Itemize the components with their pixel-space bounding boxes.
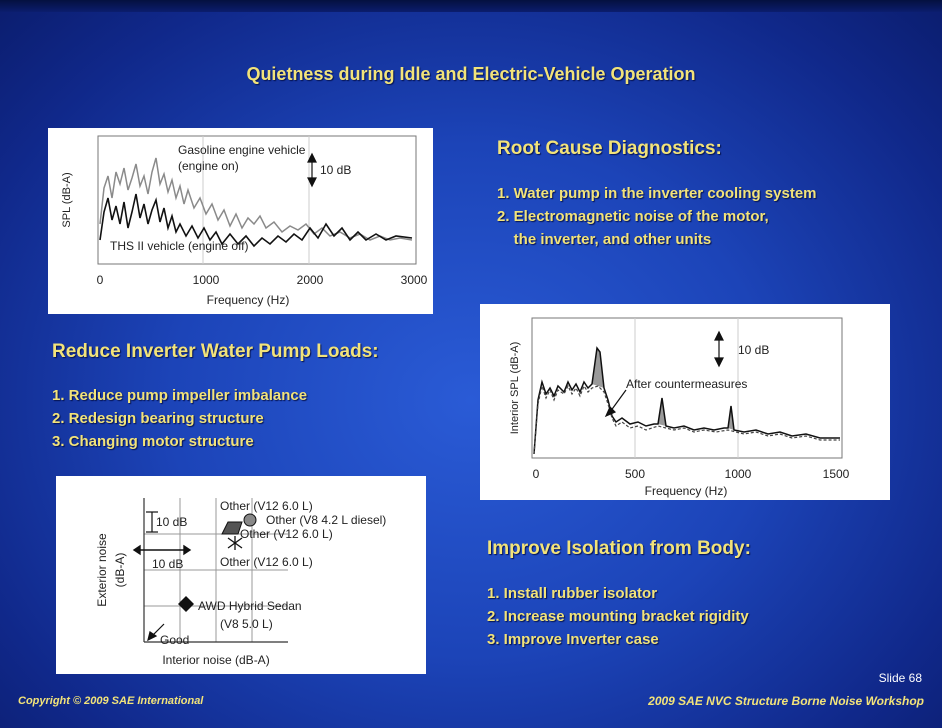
reduce-pump-list: 1. Reduce pump impeller imbalance 2. Red… (52, 384, 307, 453)
axes (143, 498, 288, 643)
chart3-good: Good (160, 633, 189, 647)
list-item: the inverter, and other units (497, 231, 712, 248)
chart1-tick: 0 (97, 273, 104, 287)
list-item: 3. Improve Inverter case (487, 631, 659, 648)
top-bar (0, 0, 942, 12)
slide-title: Quietness during Idle and Electric-Vehic… (246, 64, 696, 84)
chart1-label-gasoline: Gasoline engine vehicle (178, 143, 306, 157)
list-item: 1. Water pump in the inverter cooling sy… (497, 185, 817, 202)
reduce-pump-heading: Reduce Inverter Water Pump Loads: (52, 341, 379, 362)
marker-v12-b (227, 536, 243, 550)
chart2-tick: 1000 (725, 467, 752, 481)
slide-number: Slide 68 (878, 671, 922, 685)
chart1-label-engine-on: (engine on) (178, 159, 239, 173)
chart-exterior-interior: 10 dB 10 dB Other (V12 6.0 L) Other (V8 … (56, 476, 426, 674)
chart1-ylabel: SPL (dB-A) (61, 172, 73, 227)
improve-isolation-list: 1. Install rubber isolator 2. Increase m… (487, 582, 749, 651)
chart2-scale-label: 10 dB (738, 343, 769, 357)
list-item: 1. Reduce pump impeller imbalance (52, 387, 308, 404)
root-cause-heading: Root Cause Diagnostics: (497, 138, 722, 159)
grid (202, 136, 310, 264)
chart-interior-spl: After countermeasures 10 dB Interior SPL… (480, 304, 890, 500)
marker-v8-diesel (243, 513, 257, 527)
improve-isolation-heading: Improve Isolation from Body: (487, 538, 751, 559)
chart2-tick: 500 (625, 467, 645, 481)
list-item: 3. Changing motor structure (52, 433, 254, 450)
chart1-tick: 1000 (193, 273, 220, 287)
chart3-p5a: AWD Hybrid Sedan (198, 599, 302, 613)
marker-awd-hybrid (178, 596, 194, 612)
chart1-scale-label: 10 dB (320, 163, 351, 177)
chart2-ylabel: Interior SPL (dB-A) (509, 342, 521, 435)
chart2-scale-arrow (714, 330, 724, 368)
chart3-p2: Other (V8 4.2 L diesel) (266, 513, 386, 527)
list-item: 2. Redesign bearing structure (52, 410, 264, 427)
chart-spl-svg: SPL (dB-A) Gasoline engine vehicle (engi… (61, 135, 428, 307)
chart1-tick: 3000 (401, 273, 428, 287)
before-curve (533, 346, 840, 455)
chart2-arrow (604, 389, 627, 418)
root-cause-list: 1. Water pump in the inverter cooling sy… (497, 182, 817, 251)
footer-copyright: Copyright © 2009 SAE International (18, 695, 204, 707)
chart3-scale-v-label: 10 dB (156, 515, 187, 529)
list-item: 1. Install rubber isolator (487, 585, 658, 602)
chart3-scale-h-label: 10 dB (152, 557, 183, 571)
chart3-scale-h (132, 544, 192, 556)
chart3-p4: Other (V12 6.0 L) (220, 555, 313, 569)
chart3-scale-v (146, 511, 158, 533)
chart3-p1: Other (V12 6.0 L) (220, 499, 313, 513)
chart-interior-svg: After countermeasures 10 dB Interior SPL… (509, 317, 850, 498)
chart2-xlabel: Frequency (Hz) (645, 484, 728, 498)
list-item: 2. Increase mounting bracket rigidity (487, 608, 749, 625)
gasoline-curve (99, 157, 413, 241)
list-item: 2. Electromagnetic noise of the motor, (497, 208, 769, 225)
chart3-ylabel-2: (dB-A) (113, 553, 127, 588)
chart-exterior-svg: 10 dB 10 dB Other (V12 6.0 L) Other (V8 … (95, 498, 386, 667)
ths-curve (99, 193, 413, 248)
chart1-tick: 2000 (297, 273, 324, 287)
chart3-xlabel: Interior noise (dB-A) (162, 653, 269, 667)
chart2-tick: 0 (533, 467, 540, 481)
chart1-scale-arrow (307, 152, 317, 188)
peak-fill (592, 348, 734, 430)
after-curve (533, 383, 840, 455)
chart2-tick: 1500 (823, 467, 850, 481)
chart1-label-ths: THS II vehicle (engine off) (110, 239, 249, 253)
marker-v12-a (221, 521, 243, 535)
grid (634, 318, 739, 458)
chart3-p3: Other (V12 6.0 L) (240, 527, 333, 541)
chart2-label-after: After countermeasures (626, 377, 747, 391)
chart1-xlabel: Frequency (Hz) (207, 293, 290, 307)
chart3-p5b: (V8 5.0 L) (220, 617, 273, 631)
footer-workshop: 2009 SAE NVC Structure Borne Noise Works… (648, 694, 924, 708)
good-arrow (147, 623, 165, 642)
chart3-ylabel-1: Exterior noise (95, 533, 109, 607)
chart-spl-frequency: SPL (dB-A) Gasoline engine vehicle (engi… (48, 128, 433, 314)
